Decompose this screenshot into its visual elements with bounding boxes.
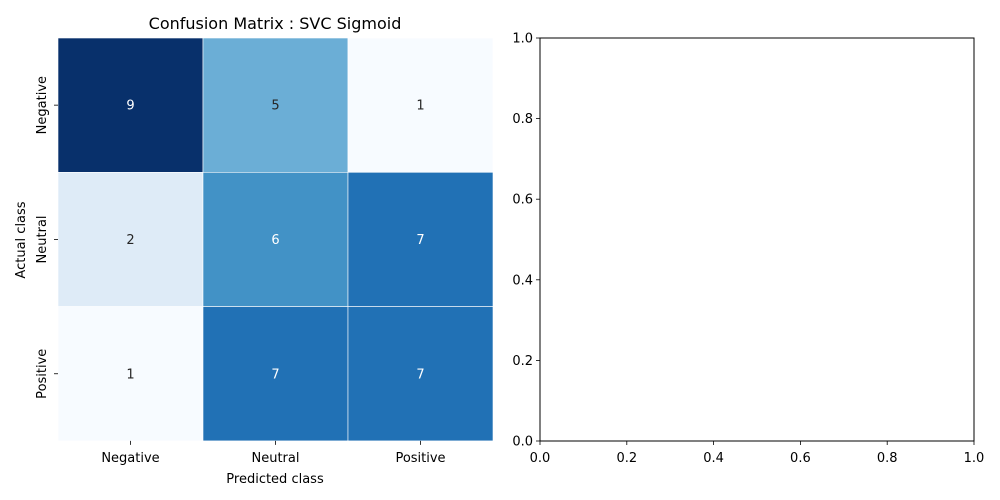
heatmap-title: Confusion Matrix : SVC Sigmoid: [149, 14, 402, 33]
heatmap-cell-value: 2: [126, 233, 134, 248]
heatmap-y-axis-label: Actual class: [14, 201, 29, 278]
empty-axes-y-ticks: 0.0 0.2 0.4 0.6 0.8 1.0: [512, 32, 540, 450]
heatmap-x-tick-label: Positive: [395, 451, 445, 466]
heatmap-cell-value: 7: [416, 367, 424, 382]
heatmap-cell-value: 5: [271, 99, 279, 114]
heatmap-x-tick-label: Neutral: [252, 451, 300, 466]
axes-y-tick-label: 0.6: [512, 193, 533, 208]
axes-x-tick-label: 1.0: [964, 451, 985, 466]
axes-x-tick-label: 0.8: [877, 451, 898, 466]
heatmap-cell-value: 6: [271, 233, 279, 248]
heatmap-x-ticks: Negative Neutral Positive: [101, 440, 446, 466]
heatmap-cell: [347, 37, 494, 173]
heatmap-cell-value: 9: [126, 99, 134, 114]
confusion-matrix-heatmap: Confusion Matrix : SVC Sigmoid 9 5 1 2 6 7 1 7 7…: [14, 14, 494, 487]
heatmap-cells: 9 5 1 2 6 7 1 7 7: [57, 37, 494, 442]
axes-x-tick-label: 0.6: [790, 451, 811, 466]
axes-x-tick-label: 0.2: [616, 451, 637, 466]
heatmap-cell: [202, 172, 349, 307]
heatmap-cell-value: 1: [126, 367, 134, 382]
heatmap-cell: [202, 37, 349, 173]
heatmap-cell: [202, 306, 349, 442]
axes-y-tick-label: 0.8: [512, 112, 533, 127]
heatmap-x-tick-label: Negative: [101, 451, 159, 466]
axes-y-tick-label: 1.0: [512, 32, 533, 47]
heatmap-y-ticks: Negative Neutral Positive: [35, 76, 58, 399]
heatmap-y-tick-label: Negative: [35, 76, 50, 134]
empty-axes-x-ticks: 0.0 0.2 0.4 0.6 0.8 1.0: [530, 441, 985, 466]
axes-y-tick-label: 0.4: [512, 273, 533, 288]
heatmap-cell-value: 7: [416, 233, 424, 248]
axes-y-tick-label: 0.2: [512, 354, 533, 369]
heatmap-cell: [57, 306, 204, 442]
heatmap-y-tick-label: Neutral: [35, 215, 50, 263]
heatmap-cell-value: 7: [271, 367, 279, 382]
empty-axes-frame: [539, 37, 975, 442]
axes-x-tick-label: 0.4: [703, 451, 724, 466]
heatmap-cell: [57, 172, 204, 307]
heatmap-y-tick-label: Positive: [35, 349, 50, 399]
heatmap-cell-value: 1: [416, 99, 424, 114]
heatmap-cell: [57, 37, 204, 173]
heatmap-x-axis-label: Predicted class: [226, 472, 324, 487]
heatmap-cell: [347, 172, 494, 307]
axes-y-tick-label: 0.0: [512, 435, 533, 450]
empty-axes: 0.0 0.2 0.4 0.6 0.8 1.0 0.0 0.2 0.4 0.6 0.8 1.0: [512, 32, 984, 467]
axes-x-tick-label: 0.0: [530, 451, 551, 466]
